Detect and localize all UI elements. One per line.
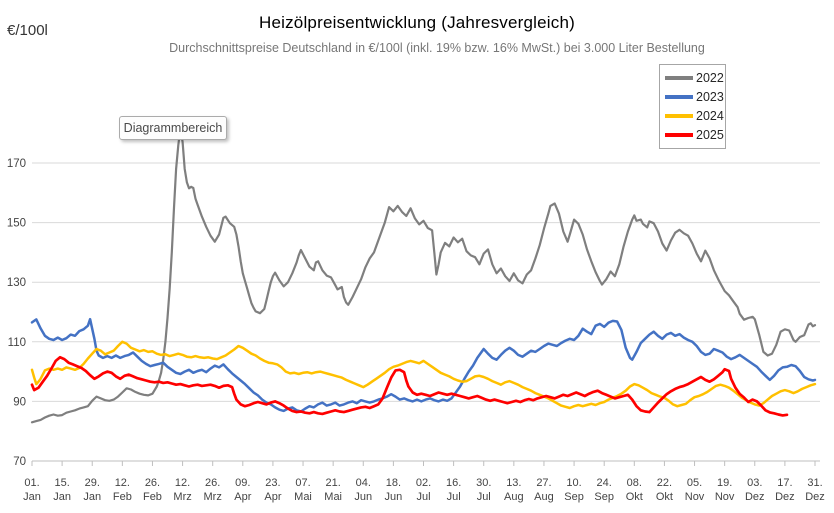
svg-text:23.: 23. — [265, 477, 280, 489]
svg-text:Jan: Jan — [83, 491, 101, 503]
svg-text:16.: 16. — [446, 477, 461, 489]
chart-area-tooltip: Diagrammbereich — [119, 116, 227, 140]
legend-label-2023: 2023 — [696, 89, 724, 104]
svg-text:Jan: Jan — [23, 491, 41, 503]
y-axis-unit-label: €/100l — [7, 22, 48, 39]
svg-text:17.: 17. — [777, 477, 792, 489]
svg-text:01.: 01. — [24, 477, 39, 489]
svg-text:24.: 24. — [597, 477, 612, 489]
svg-text:08.: 08. — [627, 477, 642, 489]
svg-text:Jun: Jun — [354, 491, 372, 503]
svg-text:Feb: Feb — [113, 491, 132, 503]
svg-text:15.: 15. — [54, 477, 69, 489]
series-line-2024[interactable] — [30, 340, 817, 410]
tooltip-text: Diagrammbereich — [123, 121, 223, 135]
svg-text:26.: 26. — [205, 477, 220, 489]
legend-item-2023[interactable]: 2023 — [660, 88, 725, 106]
legend-label-2022: 2022 — [696, 70, 724, 85]
series-line-2022[interactable] — [30, 127, 817, 424]
svg-text:Sep: Sep — [594, 491, 614, 503]
legend-swatch-2024 — [665, 114, 693, 119]
svg-text:30.: 30. — [476, 477, 491, 489]
legend-label-2024: 2024 — [696, 109, 724, 124]
svg-text:27.: 27. — [536, 477, 551, 489]
svg-text:Jan: Jan — [53, 491, 71, 503]
svg-text:Apr: Apr — [234, 491, 251, 503]
svg-text:Dez: Dez — [805, 491, 825, 503]
svg-text:Mrz: Mrz — [173, 491, 191, 503]
svg-text:07.: 07. — [295, 477, 310, 489]
svg-text:Sep: Sep — [564, 491, 584, 503]
chart-subtitle: Durchschnittspreise Deutschland in €/100… — [169, 41, 705, 55]
svg-text:Mrz: Mrz — [204, 491, 222, 503]
svg-text:22.: 22. — [657, 477, 672, 489]
svg-text:21.: 21. — [326, 477, 341, 489]
legend-item-2025[interactable]: 2025 — [660, 126, 725, 144]
svg-text:Aug: Aug — [504, 491, 524, 503]
svg-text:Jul: Jul — [447, 491, 461, 503]
svg-text:Nov: Nov — [685, 491, 705, 503]
series-line-2025[interactable] — [30, 355, 789, 417]
svg-text:09.: 09. — [235, 477, 250, 489]
svg-text:150: 150 — [7, 218, 26, 230]
legend-label-2025: 2025 — [696, 128, 724, 143]
svg-text:12.: 12. — [175, 477, 190, 489]
svg-text:Jun: Jun — [385, 491, 403, 503]
svg-text:31.: 31. — [807, 477, 822, 489]
svg-text:Okt: Okt — [626, 491, 643, 503]
series-line-2023[interactable] — [30, 317, 817, 413]
svg-text:Aug: Aug — [534, 491, 554, 503]
svg-text:110: 110 — [8, 337, 26, 349]
svg-text:Mai: Mai — [294, 491, 312, 503]
legend-item-2022[interactable]: 2022 — [660, 69, 725, 87]
svg-text:04.: 04. — [356, 477, 371, 489]
x-axis — [31, 460, 820, 466]
svg-text:10.: 10. — [566, 477, 581, 489]
svg-text:Dez: Dez — [775, 491, 795, 503]
svg-text:19.: 19. — [717, 477, 732, 489]
x-axis-labels: 01. Jan 15. Jan 29. Jan 12. Feb 26. Feb 12. Mrz 26. M… — [23, 477, 825, 503]
legend-item-2024[interactable]: 2024 — [660, 107, 725, 125]
svg-text:02.: 02. — [416, 477, 431, 489]
legend-swatch-2023 — [665, 94, 693, 99]
svg-text:03.: 03. — [747, 477, 762, 489]
y-axis-labels: 70 90 110 130 150 170 — [7, 158, 26, 468]
svg-text:05.: 05. — [687, 477, 702, 489]
svg-text:70: 70 — [13, 456, 26, 468]
svg-text:170: 170 — [7, 158, 26, 170]
svg-text:Apr: Apr — [264, 491, 281, 503]
svg-text:13.: 13. — [506, 477, 521, 489]
svg-text:90: 90 — [13, 396, 26, 408]
svg-text:29.: 29. — [85, 477, 100, 489]
svg-text:Nov: Nov — [715, 491, 735, 503]
svg-text:Okt: Okt — [656, 491, 673, 503]
svg-text:Dez: Dez — [745, 491, 765, 503]
svg-text:130: 130 — [7, 277, 26, 289]
svg-text:12.: 12. — [115, 477, 130, 489]
chart-title: Heizölpreisentwicklung (Jahresvergleich) — [258, 13, 576, 32]
svg-text:Mai: Mai — [324, 491, 342, 503]
svg-text:Jul: Jul — [416, 491, 430, 503]
svg-text:Jul: Jul — [477, 491, 491, 503]
legend-swatch-2022 — [665, 75, 693, 80]
svg-text:Feb: Feb — [143, 491, 162, 503]
legend-swatch-2025 — [665, 133, 693, 138]
legend[interactable]: 2022 2023 2024 2025 — [659, 64, 726, 149]
svg-text:18.: 18. — [386, 477, 401, 489]
svg-text:26.: 26. — [145, 477, 160, 489]
